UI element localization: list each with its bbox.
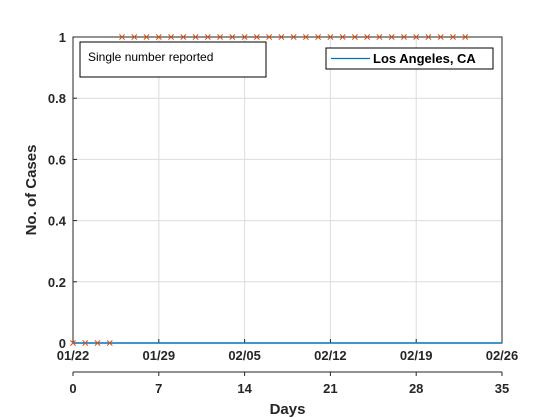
y-tick-label: 0.8	[48, 91, 66, 106]
marker-stroke	[462, 34, 469, 40]
marker-stroke	[376, 34, 383, 40]
x-tick-label: 21	[323, 381, 337, 396]
data-point-x-marker	[425, 34, 432, 40]
data-point-x-marker	[180, 34, 187, 40]
data-point-x-marker	[302, 34, 309, 40]
x-tick-label: 14	[237, 381, 252, 396]
x-tick-label: 7	[155, 381, 162, 396]
x-date-tick-label: 02/12	[314, 348, 347, 363]
y-tick-label: 0.2	[48, 275, 66, 290]
marker-stroke	[131, 34, 138, 40]
data-point-x-marker	[131, 34, 138, 40]
data-point-x-marker	[450, 34, 456, 40]
x-date-tick-label: 01/29	[143, 348, 176, 363]
marker-stroke	[302, 34, 309, 40]
x-date-tick-label: 01/22	[57, 348, 90, 363]
marker-stroke	[290, 34, 297, 40]
marker-stroke	[143, 34, 150, 40]
marker-stroke	[155, 34, 162, 40]
x-tick-label: 0	[69, 381, 76, 396]
marker-stroke	[425, 34, 432, 40]
data-point-x-marker	[462, 34, 469, 40]
data-point-x-marker	[229, 34, 236, 40]
marker-stroke	[82, 340, 89, 346]
x-date-tick-label: 02/05	[228, 348, 261, 363]
data-point-x-marker	[278, 34, 285, 40]
data-point-x-marker	[82, 340, 89, 346]
marker-stroke	[351, 34, 358, 40]
marker-stroke	[315, 34, 322, 40]
marker-stroke	[119, 34, 125, 40]
data-point-x-marker	[143, 34, 150, 40]
x-tick-label: 28	[409, 381, 423, 396]
marker-stroke	[106, 340, 113, 346]
data-point-x-marker	[327, 34, 334, 40]
data-point-x-marker	[217, 34, 224, 40]
y-tick-label: 0.4	[48, 214, 67, 229]
marker-stroke	[413, 34, 420, 40]
data-point-x-marker	[400, 34, 407, 40]
axes: 01/22001/29702/051402/122102/192802/2635…	[48, 30, 518, 396]
data-point-x-marker	[413, 34, 420, 40]
marker-stroke	[388, 34, 395, 40]
marker-stroke	[241, 34, 248, 40]
data-point-x-marker	[192, 34, 199, 40]
x-date-tick-label: 02/19	[400, 348, 433, 363]
marker-stroke	[400, 34, 407, 40]
annotation-box: Single number reported	[79, 41, 267, 78]
data-point-x-marker	[241, 34, 248, 40]
marker-stroke	[364, 34, 371, 40]
x-axis-label: Days	[270, 401, 306, 418]
marker-stroke	[180, 34, 187, 40]
data-point-x-marker	[388, 34, 395, 40]
marker-stroke	[437, 34, 444, 40]
x-tick-label: 35	[495, 381, 509, 396]
data-point-x-marker	[119, 34, 125, 40]
marker-stroke	[192, 34, 199, 40]
marker-stroke	[327, 34, 334, 40]
y-axis-label: No. of Cases	[23, 145, 40, 236]
annotation-text: Single number reported	[88, 50, 213, 64]
grid	[72, 36, 503, 344]
y-tick-label: 0.6	[48, 152, 66, 167]
marker-stroke	[94, 340, 101, 346]
data-point-x-marker	[253, 34, 260, 40]
x-date-tick-label: 02/26	[486, 348, 519, 363]
plot-area	[72, 36, 503, 344]
marker-stroke	[253, 34, 260, 40]
data-point-x-marker	[376, 34, 383, 40]
data-point-x-marker	[364, 34, 371, 40]
data-point-x-marker	[437, 34, 444, 40]
data-point-x-marker	[106, 340, 113, 346]
data-point-x-marker	[290, 34, 297, 40]
legend: Los Angeles, CA	[325, 47, 494, 70]
data-point-x-marker	[70, 340, 76, 346]
series	[70, 34, 502, 346]
marker-stroke	[70, 340, 76, 346]
y-tick-label: 0	[59, 336, 66, 351]
marker-stroke	[229, 34, 236, 40]
data-point-x-marker	[94, 340, 101, 346]
data-point-x-marker	[266, 34, 273, 40]
data-point-x-marker	[315, 34, 322, 40]
legend-entry-label: Los Angeles, CA	[373, 51, 476, 66]
data-point-x-marker	[204, 34, 211, 40]
marker-stroke	[278, 34, 285, 40]
marker-stroke	[339, 34, 346, 40]
data-point-x-marker	[168, 34, 175, 40]
marker-stroke	[266, 34, 273, 40]
marker-stroke	[168, 34, 175, 40]
marker-stroke	[450, 34, 456, 40]
data-point-x-marker	[155, 34, 162, 40]
data-point-x-marker	[351, 34, 358, 40]
y-tick-label: 1	[59, 30, 66, 45]
data-point-x-marker	[339, 34, 346, 40]
marker-stroke	[217, 34, 224, 40]
marker-stroke	[204, 34, 211, 40]
